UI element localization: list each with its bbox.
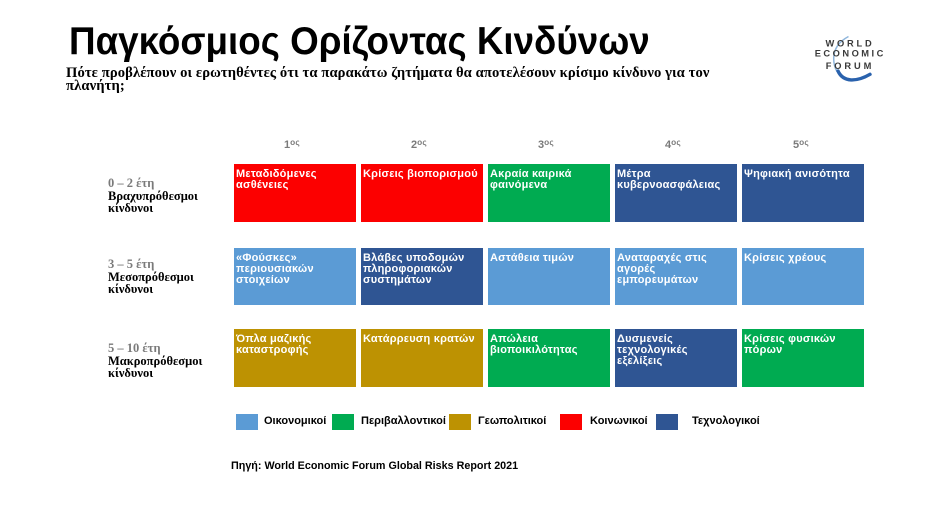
svg-text:ECONOMIC: ECONOMIC bbox=[815, 49, 886, 59]
svg-text:FORUM: FORUM bbox=[826, 61, 875, 71]
svg-text:WORLD: WORLD bbox=[825, 39, 874, 49]
